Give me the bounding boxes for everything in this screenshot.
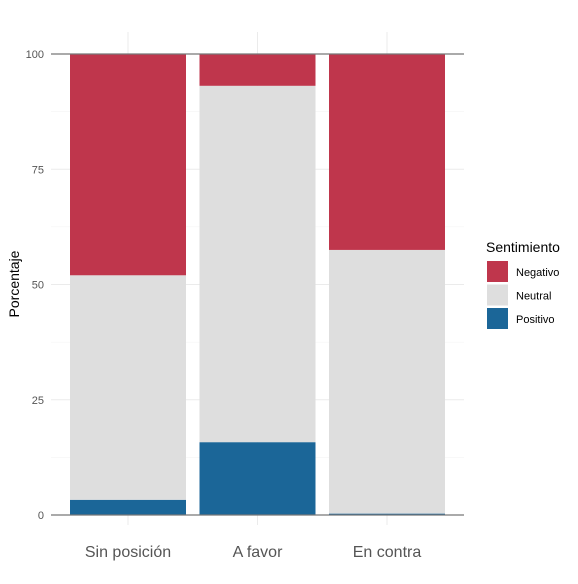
legend: Sentimiento Negativo Neutral Positivo (486, 239, 560, 329)
x-tick-label: En contra (353, 544, 422, 561)
bar-segment-negativo (70, 54, 186, 276)
y-tick-label: 50 (32, 280, 44, 292)
legend-swatch-positivo (487, 308, 508, 329)
bar-segment-neutral (70, 275, 186, 500)
y-tick-label: 0 (38, 510, 44, 522)
x-tick-label: Sin posición (85, 544, 171, 561)
legend-label-positivo: Positivo (516, 314, 555, 326)
y-tick-label: 25 (32, 395, 44, 407)
bar-segment-positivo (199, 442, 316, 515)
y-axis-title: Porcentaje (6, 250, 22, 317)
bar-segment-neutral (329, 249, 445, 514)
bar-segment-negativo (199, 54, 316, 86)
legend-items: Negativo Neutral Positivo (487, 261, 559, 329)
y-tick-labels: 0 25 50 75 100 (26, 49, 44, 522)
legend-swatch-neutral (487, 284, 508, 306)
legend-swatch-negativo (487, 261, 508, 282)
legend-label-neutral: Neutral (516, 291, 551, 303)
legend-title: Sentimiento (486, 239, 560, 255)
bar-segment-positivo (329, 513, 445, 515)
y-tick-label: 100 (26, 49, 44, 61)
legend-label-negativo: Negativo (516, 267, 559, 279)
axes (51, 53, 464, 516)
bar-segment-neutral (199, 85, 316, 443)
x-tick-labels: Sin posición A favor En contra (85, 544, 421, 561)
bar-segment-positivo (70, 499, 186, 515)
bar-segment-negativo (329, 54, 445, 250)
bars (70, 54, 445, 515)
x-tick-label: A favor (233, 544, 283, 561)
y-tick-label: 75 (32, 164, 44, 176)
